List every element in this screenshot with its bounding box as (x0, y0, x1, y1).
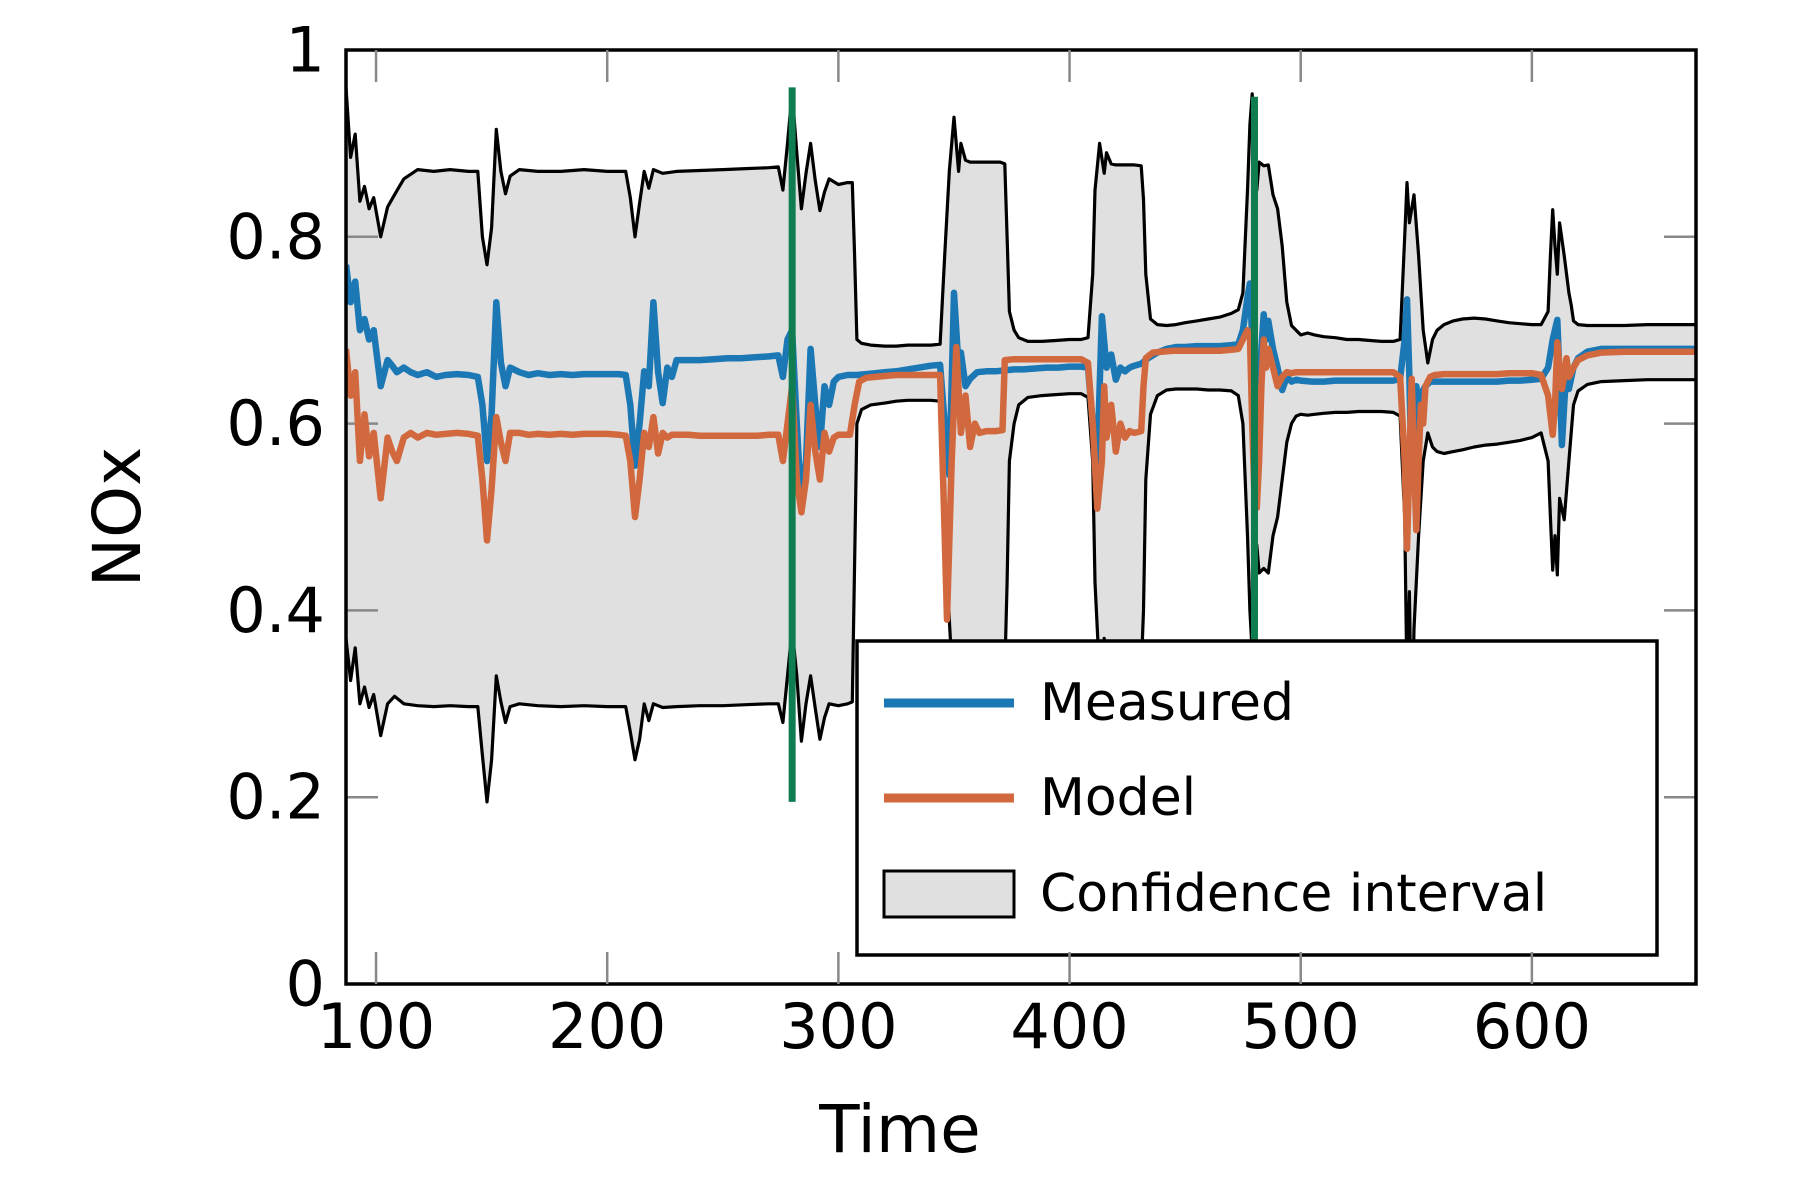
x-axis-title: Time (818, 1091, 981, 1168)
y-tick-label: 0 (286, 948, 325, 1021)
x-axis-tick-labels: 100 200 300 400 500 600 (317, 990, 1591, 1063)
legend-measured-label: Measured (1040, 673, 1294, 733)
measured-line (346, 264, 1696, 511)
plot-data-layer: Measured Model Confidence interval (346, 87, 1696, 957)
model-line (346, 326, 1696, 623)
legend-ci-swatch (882, 869, 1016, 919)
x-tick-label: 100 (317, 990, 435, 1063)
x-tick-label: 600 (1473, 990, 1591, 1063)
y-axis-tick-labels: 0 0.2 0.4 0.6 0.8 1 (226, 14, 325, 1021)
y-axis-title: NOx (79, 447, 156, 587)
legend: Measured Model Confidence interval (855, 639, 1659, 957)
y-tick-label: 0.2 (226, 761, 325, 834)
y-tick-label: 0.4 (226, 574, 325, 647)
y-tick-label: 0.8 (226, 200, 325, 273)
y-tick-label: 1 (286, 14, 325, 87)
y-tick-label: 0.6 (226, 387, 325, 460)
x-tick-label: 400 (1010, 990, 1128, 1063)
confidence-band (346, 87, 1696, 802)
axis-ticks (374, 50, 1534, 984)
confidence-band-lower-edge (346, 378, 1696, 804)
confidence-band-upper-edge (346, 87, 1696, 365)
legend-ci-label: Confidence interval (1040, 864, 1547, 924)
x-tick-label: 500 (1242, 990, 1360, 1063)
legend-model-label: Model (1040, 768, 1196, 828)
x-tick-label: 300 (779, 990, 897, 1063)
plot-frame (344, 48, 1698, 986)
x-tick-label: 200 (548, 990, 666, 1063)
